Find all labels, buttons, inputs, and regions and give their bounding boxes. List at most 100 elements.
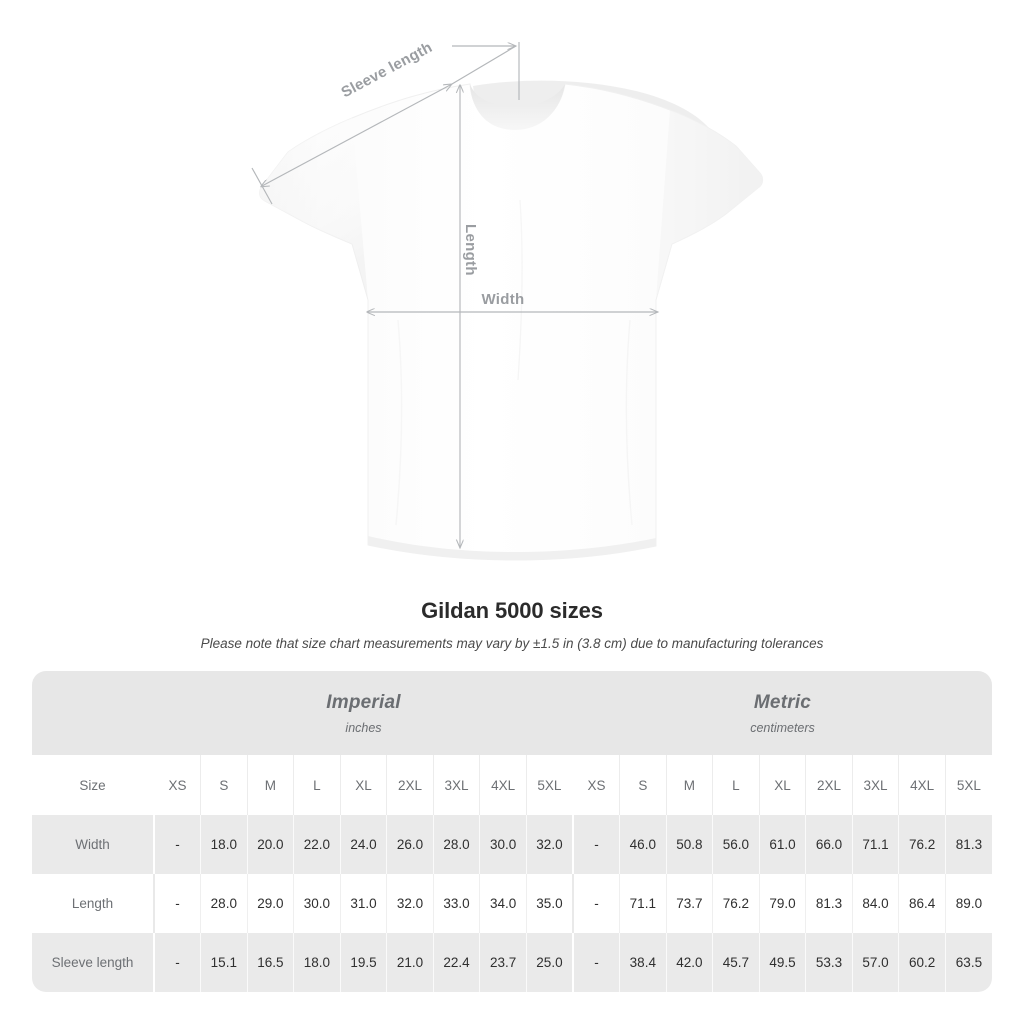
- size-header-metric-4xl: 4XL: [898, 755, 946, 815]
- unit-system-name: Metric: [753, 691, 812, 713]
- cell-width-metric-5xl: 81.3: [944, 815, 992, 874]
- shoulder-leader-line: [451, 45, 517, 85]
- cell-width-imperial-3xl: 28.0: [432, 815, 480, 874]
- page-title: Gildan 5000 sizes: [421, 598, 603, 623]
- cell-length-metric-l: 76.2: [712, 874, 760, 933]
- unit-system-band-row: Imperial inches Metric centimeters: [32, 671, 992, 755]
- cell-width-imperial-2xl: 26.0: [386, 815, 434, 874]
- cell-width-metric-2xl: 66.0: [805, 815, 853, 874]
- cell-width-imperial-5xl: 32.0: [525, 815, 573, 874]
- left-sleeve-shade: [259, 118, 368, 300]
- cell-length-metric-4xl: 86.4: [898, 874, 946, 933]
- fabric-folds: [395, 199, 633, 526]
- cell-length-imperial-4xl: 34.0: [479, 874, 527, 933]
- cell-length-metric-3xl: 84.0: [851, 874, 899, 933]
- cell-sleeve-length-metric-s: 38.4: [619, 933, 667, 992]
- size-header-imperial-m: M: [246, 755, 294, 815]
- size-header-metric-l: L: [712, 755, 760, 815]
- sleeve-length-label: Sleeve length: [339, 39, 436, 102]
- tshirt-garment: [259, 80, 764, 561]
- cell-sleeve-length-imperial-4xl: 23.7: [479, 933, 527, 992]
- cell-sleeve-length-imperial-xs: -: [153, 933, 201, 992]
- cell-width-metric-m: 50.8: [665, 815, 713, 874]
- tshirt-diagram-svg: Sleeve length Length Width: [251, 39, 764, 561]
- cell-width-imperial-l: 22.0: [293, 815, 341, 874]
- cell-length-metric-2xl: 81.3: [805, 874, 853, 933]
- cell-width-metric-l: 56.0: [712, 815, 760, 874]
- hem-shadow: [368, 536, 656, 560]
- cell-length-imperial-m: 29.0: [246, 874, 294, 933]
- size-header-metric-xs: XS: [572, 755, 620, 815]
- cell-width-metric-4xl: 76.2: [898, 815, 946, 874]
- unit-system-header-imperial: Imperial inches: [154, 671, 573, 755]
- measurement-row-label: Width: [32, 815, 154, 874]
- cell-width-metric-xl: 61.0: [758, 815, 806, 874]
- size-header-metric-m: M: [665, 755, 713, 815]
- cell-length-imperial-xs: -: [153, 874, 201, 933]
- cell-sleeve-length-metric-m: 42.0: [665, 933, 713, 992]
- cell-sleeve-length-metric-xl: 49.5: [758, 933, 806, 992]
- sleeve-length-dimension-line: [262, 84, 452, 186]
- measurement-row-label: Sleeve length: [32, 933, 154, 992]
- cell-sleeve-length-metric-2xl: 53.3: [805, 933, 853, 992]
- cell-sleeve-length-metric-l: 45.7: [712, 933, 760, 992]
- tolerance-note: Please note that size chart measurements…: [200, 636, 824, 651]
- cell-width-metric-s: 46.0: [619, 815, 667, 874]
- cell-sleeve-length-imperial-xl: 19.5: [339, 933, 387, 992]
- size-chart-table-container: Imperial inches Metric centimeters Size XS S M L…: [32, 671, 992, 992]
- unit-system-unit: inches: [345, 720, 382, 735]
- cell-length-metric-xs: -: [572, 874, 620, 933]
- size-header-imperial-3xl: 3XL: [432, 755, 480, 815]
- size-column-label: Size: [32, 755, 154, 815]
- size-header-metric-xl: XL: [758, 755, 806, 815]
- size-header-metric-3xl: 3XL: [851, 755, 899, 815]
- unit-system-header-metric: Metric centimeters: [573, 671, 992, 755]
- cell-width-imperial-s: 18.0: [200, 815, 248, 874]
- size-header-imperial-5xl: 5XL: [525, 755, 573, 815]
- cell-length-metric-m: 73.7: [665, 874, 713, 933]
- size-header-metric-s: S: [619, 755, 667, 815]
- cell-length-imperial-s: 28.0: [200, 874, 248, 933]
- measurement-row-label: Length: [32, 874, 154, 933]
- cell-sleeve-length-imperial-2xl: 21.0: [386, 933, 434, 992]
- cell-length-imperial-3xl: 33.0: [432, 874, 480, 933]
- measurement-guides: [251, 42, 658, 548]
- cell-sleeve-length-metric-xs: -: [572, 933, 620, 992]
- cell-length-metric-xl: 79.0: [758, 874, 806, 933]
- size-header-metric-2xl: 2XL: [805, 755, 853, 815]
- cell-sleeve-length-metric-4xl: 60.2: [898, 933, 946, 992]
- cell-length-imperial-5xl: 35.0: [525, 874, 573, 933]
- cell-sleeve-length-imperial-s: 15.1: [200, 933, 248, 992]
- size-header-imperial-4xl: 4XL: [479, 755, 527, 815]
- cell-width-imperial-xs: -: [153, 815, 201, 874]
- unit-band-spacer: [32, 671, 154, 755]
- cell-width-metric-xs: -: [572, 815, 620, 874]
- collar-ring: [470, 84, 565, 130]
- cell-width-metric-3xl: 71.1: [851, 815, 899, 874]
- tshirt-diagram: Sleeve length Length Width: [251, 39, 764, 561]
- table-row: Sleeve length -15.1 16.5 18.0 19.5 21.0 22.4 23…: [32, 933, 992, 992]
- cell-length-metric-s: 71.1: [619, 874, 667, 933]
- size-header-imperial-s: S: [200, 755, 248, 815]
- size-header-row: Size XS S M L XL 2XL 3XL 4XL 5XL XS S M L XL 2XL 3XL 4XL 5…: [32, 755, 992, 815]
- cell-sleeve-length-metric-5xl: 63.5: [944, 933, 992, 992]
- size-header-imperial-2xl: 2XL: [386, 755, 434, 815]
- title-block: Gildan 5000 sizes Please note that size …: [0, 598, 1024, 651]
- cell-sleeve-length-imperial-3xl: 22.4: [432, 933, 480, 992]
- cell-sleeve-length-imperial-5xl: 25.0: [525, 933, 573, 992]
- cell-length-imperial-2xl: 32.0: [386, 874, 434, 933]
- length-label: Length: [462, 224, 479, 276]
- table-row: Width -18.0 20.0 22.0 24.0 26.0 28.0 30.0 32.0-4…: [32, 815, 992, 874]
- cell-width-imperial-4xl: 30.0: [479, 815, 527, 874]
- unit-system-name: Imperial: [326, 691, 401, 713]
- cell-width-imperial-m: 20.0: [246, 815, 294, 874]
- sleeve-length-tick: [251, 167, 273, 205]
- cell-width-imperial-xl: 24.0: [339, 815, 387, 874]
- cell-length-metric-5xl: 89.0: [944, 874, 992, 933]
- right-sleeve-shade: [656, 110, 763, 300]
- size-header-imperial-xs: XS: [153, 755, 201, 815]
- size-header-imperial-l: L: [293, 755, 341, 815]
- size-header-imperial-xl: XL: [339, 755, 387, 815]
- cell-length-imperial-xl: 31.0: [339, 874, 387, 933]
- cell-sleeve-length-metric-3xl: 57.0: [851, 933, 899, 992]
